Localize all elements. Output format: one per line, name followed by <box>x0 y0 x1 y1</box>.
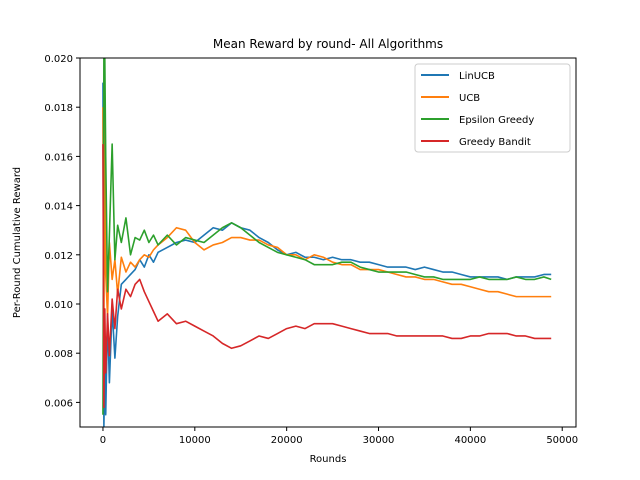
x-tick-label: 10000 <box>179 435 211 446</box>
y-axis-title: Per-Round Cumulative Reward <box>12 167 23 318</box>
x-tick-label: 40000 <box>454 435 486 446</box>
series-line-epsilon-greedy <box>102 58 552 415</box>
y-tick-label: 0.010 <box>44 300 73 311</box>
y-tick-label: 0.012 <box>44 251 73 262</box>
x-tick-label: 0 <box>100 435 106 446</box>
series-line-greedy-bandit <box>102 144 552 409</box>
legend-label-ucb: UCB <box>459 93 480 104</box>
legend-label-greedy-bandit: Greedy Bandit <box>459 137 531 148</box>
y-tick-label: 0.018 <box>44 103 73 114</box>
plot-series-group <box>102 58 552 427</box>
legend: LinUCB UCB Epsilon Greedy Greedy Bandit <box>414 63 571 153</box>
axes-frame <box>79 57 577 428</box>
y-tick-label: 0.016 <box>44 152 73 163</box>
x-tick-label: 50000 <box>546 435 578 446</box>
y-ticks-group: 0.006 0.008 0.010 0.012 0.014 0.016 0.018 0.020 <box>44 54 80 409</box>
x-ticks-group: 0 10000 20000 30000 40000 50000 <box>100 427 578 446</box>
legend-box <box>414 63 571 153</box>
legend-label-linucb: LinUCB <box>459 71 495 82</box>
x-tick-label: 30000 <box>363 435 395 446</box>
y-tick-label: 0.008 <box>44 349 73 360</box>
series-line-ucb <box>102 101 552 330</box>
x-tick-label: 20000 <box>271 435 303 446</box>
y-tick-label: 0.020 <box>44 54 73 65</box>
x-axis-title: Rounds <box>310 454 347 465</box>
chart-title: Mean Reward by round- All Algorithms <box>213 37 443 51</box>
legend-label-epsilon-greedy: Epsilon Greedy <box>459 115 534 126</box>
y-tick-label: 0.006 <box>44 398 73 409</box>
y-tick-label: 0.014 <box>44 202 73 213</box>
series-line-linucb <box>102 82 552 427</box>
